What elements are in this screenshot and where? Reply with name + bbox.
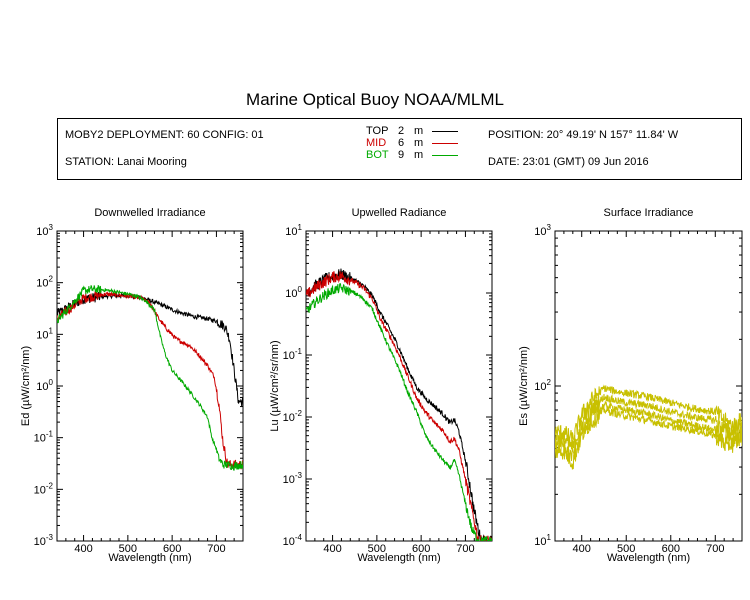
x-tick-label: 500 [617, 543, 635, 555]
chart-panel: Upwelled Radiance Wavelength (nm) Lu (µW/c… [269, 207, 493, 564]
legend-name: TOP [366, 125, 389, 137]
y-tick-label: 100 [285, 285, 302, 300]
series-line-mid [306, 271, 492, 541]
legend-swatch [432, 143, 458, 144]
y-axis-label: Lu (µW/cm²/sr/nm) [269, 340, 281, 431]
y-tick-label: 10-2 [283, 409, 303, 424]
y-tick-label: 102 [534, 378, 551, 393]
series-line-mid [57, 290, 243, 470]
legend-depth: 9 [398, 149, 405, 161]
legend-depth: 6 [398, 137, 405, 149]
y-tick-label: 10-4 [283, 533, 303, 548]
legend-unit: m [414, 137, 424, 149]
page-title: Marine Optical Buoy NOAA/MLML [246, 90, 504, 109]
x-tick-label: 700 [706, 543, 724, 555]
y-tick-label: 101 [534, 533, 551, 548]
plot-frame [554, 230, 743, 542]
y-tick-label: 103 [534, 223, 551, 238]
y-axis-label: Ed (µW/cm²/nm) [20, 346, 32, 426]
x-tick-label: 700 [207, 543, 225, 555]
series-line-top [57, 292, 243, 407]
x-tick-label: 700 [456, 543, 474, 555]
x-axis-label: Wavelength (nm) [607, 552, 690, 564]
x-tick-label: 400 [573, 543, 591, 555]
series-line-bot [57, 284, 243, 471]
y-tick-label: 101 [285, 223, 302, 238]
x-tick-label: 600 [412, 543, 430, 555]
y-tick-label: 10-1 [34, 430, 54, 445]
chart-title: Surface Irradiance [604, 207, 694, 219]
station-text: STATION: Lanai Mooring [65, 156, 187, 168]
x-tick-label: 600 [662, 543, 680, 555]
x-tick-label: 500 [119, 543, 137, 555]
plot-frame [305, 230, 493, 542]
y-tick-label: 10-2 [34, 481, 54, 496]
y-tick-label: 102 [36, 275, 53, 290]
chart-title: Downwelled Irradiance [94, 207, 205, 219]
x-axis-label: Wavelength (nm) [108, 552, 191, 564]
y-tick-label: 10-3 [34, 533, 54, 548]
chart-title: Upwelled Radiance [352, 207, 447, 219]
deployment-text: MOBY2 DEPLOYMENT: 60 CONFIG: 01 [65, 129, 264, 141]
y-tick-label: 10-3 [283, 471, 303, 486]
x-tick-label: 500 [368, 543, 386, 555]
date-text: DATE: 23:01 (GMT) 09 Jun 2016 [488, 156, 649, 168]
y-tick-label: 101 [36, 326, 53, 341]
x-tick-label: 400 [323, 543, 341, 555]
legend-swatch [432, 131, 458, 132]
series-line-bot [306, 282, 492, 541]
chart-panel: Downwelled Irradiance Wavelength (nm) Ed (… [20, 207, 244, 564]
legend-unit: m [414, 149, 424, 161]
chart-panel: Surface Irradiance Wavelength (nm) Es (µW/… [518, 207, 743, 564]
series-line-es-1 [555, 393, 742, 450]
legend-name: BOT [366, 149, 389, 161]
y-tick-label: 103 [36, 223, 53, 238]
y-axis-label: Es (µW/cm²/nm) [518, 346, 530, 426]
y-tick-label: 10-1 [283, 347, 303, 362]
legend-name: MID [366, 137, 387, 149]
series-line-es-3 [555, 406, 742, 470]
legend-swatch [432, 155, 458, 156]
y-tick-label: 100 [36, 378, 53, 393]
position-text: POSITION: 20° 49.19' N 157° 11.84' W [488, 129, 679, 141]
x-axis-label: Wavelength (nm) [357, 552, 440, 564]
x-tick-label: 400 [74, 543, 92, 555]
info-box: MOBY2 DEPLOYMENT: 60 CONFIG: 01 STATION:… [57, 118, 742, 180]
legend-unit: m [414, 125, 424, 137]
x-tick-label: 600 [163, 543, 181, 555]
legend-depth: 2 [398, 125, 405, 137]
